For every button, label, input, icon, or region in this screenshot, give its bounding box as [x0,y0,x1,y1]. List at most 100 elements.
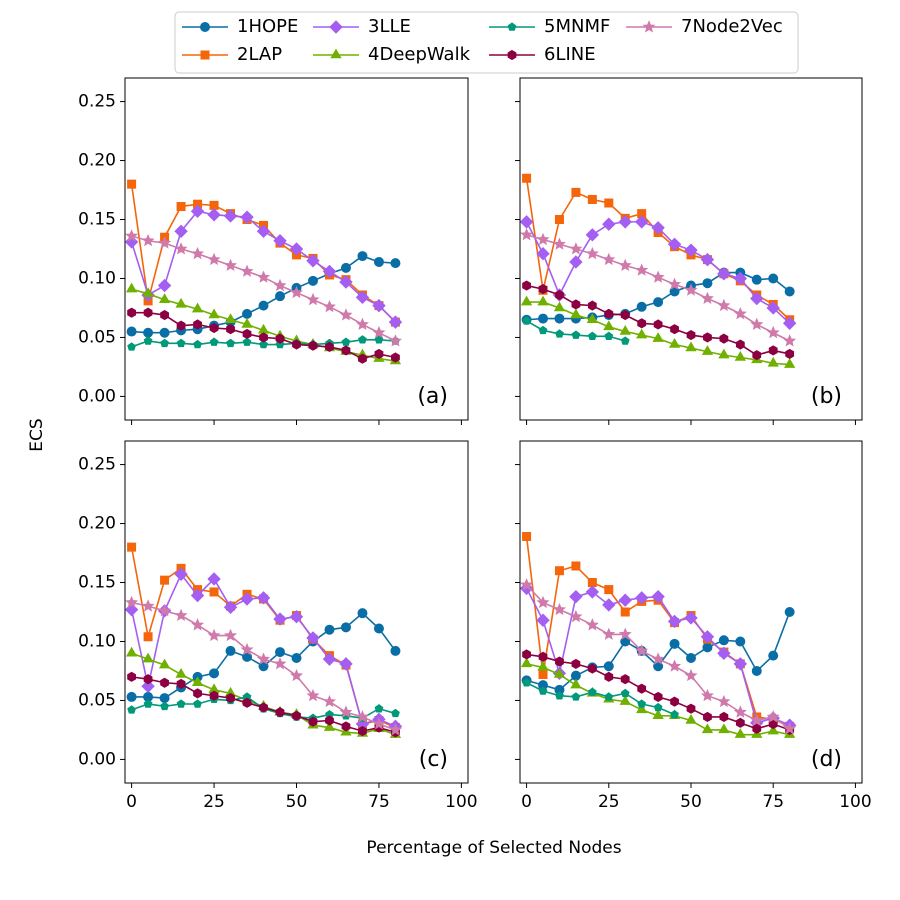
plot-area [520,532,797,738]
marker [785,348,795,360]
marker [651,270,665,283]
marker [570,308,582,319]
marker [209,668,220,679]
marker [224,313,237,324]
marker [322,652,337,666]
legend-label: 2LAP [237,44,282,65]
marker [733,307,747,320]
y-axis-label: ECS [27,418,47,451]
marker [242,328,252,339]
marker [620,674,630,685]
marker [174,224,188,239]
marker [604,331,614,341]
marker [570,678,582,689]
marker [750,713,764,727]
marker [571,299,581,310]
marker [207,252,221,266]
marker [341,345,351,356]
marker [160,309,169,321]
marker [620,688,630,698]
marker [702,642,713,653]
marker [603,320,615,331]
marker [142,652,154,663]
marker [766,710,780,723]
marker [127,342,136,351]
marker [536,595,550,609]
marker [325,715,334,726]
marker [373,256,384,267]
marker [686,652,696,663]
marker [733,705,747,718]
y-tick-label: 0.05 [78,327,116,347]
marker [289,610,304,624]
marker [603,661,614,672]
x-tick-label: 25 [203,792,225,812]
marker [538,313,549,324]
marker [553,301,566,312]
marker [734,728,746,738]
series-line [526,682,675,716]
x-tick-label: 50 [286,792,308,812]
marker [783,721,797,735]
marker [158,293,171,303]
marker [240,642,254,656]
marker [522,173,532,183]
y-tick-label: 0.10 [78,631,116,651]
marker [684,611,698,625]
marker [125,646,138,657]
marker [717,646,731,660]
marker [373,623,384,634]
marker [306,254,320,268]
marker [587,331,597,341]
marker [125,282,138,293]
marker [642,20,656,33]
marker [718,723,730,734]
legend-label: 3LLE [368,16,411,37]
marker [620,607,630,617]
marker [604,585,614,595]
marker [159,327,170,338]
marker [142,287,154,298]
marker [636,328,648,339]
marker [555,289,564,301]
marker [651,652,665,665]
marker [684,668,698,682]
marker [158,604,172,617]
marker [226,693,235,704]
marker [127,307,136,318]
marker [554,215,564,225]
marker [175,668,187,678]
marker [273,612,287,626]
marker [537,660,549,671]
marker [555,329,564,338]
marker [782,316,797,331]
marker [275,707,285,718]
marker [520,215,534,229]
marker [388,315,403,329]
marker [604,198,614,208]
marker [703,711,712,723]
marker [734,351,746,361]
marker [585,618,599,631]
marker [522,678,531,687]
marker [602,598,616,612]
marker [224,628,238,642]
marker [176,678,186,690]
marker [522,280,531,291]
marker [703,332,712,343]
marker [340,262,351,273]
y-tick-label: 0.00 [78,386,116,406]
marker [358,726,367,737]
marker [784,358,796,368]
marker [174,567,188,581]
marker [717,267,731,281]
marker [256,591,271,605]
marker [207,572,221,586]
marker [538,651,548,662]
marker [768,345,778,356]
marker [507,22,517,31]
marker [325,341,334,352]
marker [653,702,663,712]
marker [158,236,172,249]
marker [652,332,664,342]
